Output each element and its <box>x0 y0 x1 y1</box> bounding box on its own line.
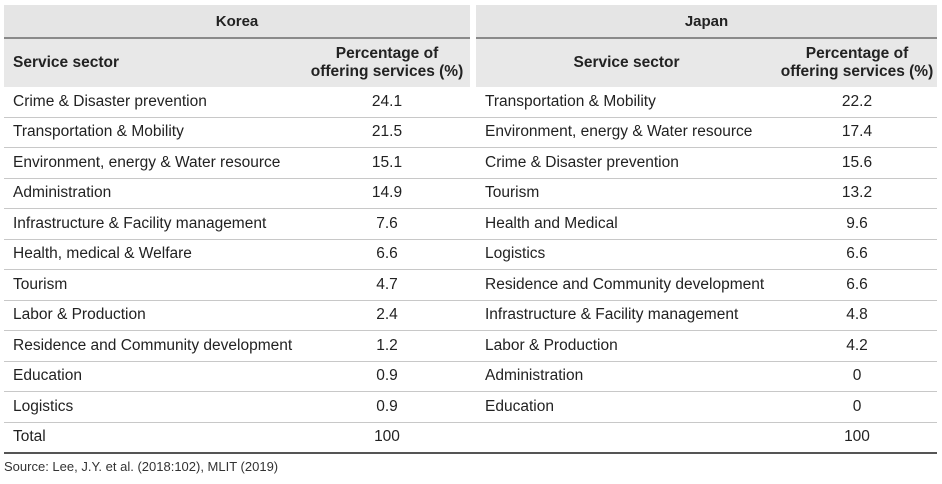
japan-sector-cell: Education <box>485 397 554 415</box>
korea-sector-cell: Administration <box>13 184 112 202</box>
group-header-korea: Korea <box>4 5 470 37</box>
japan-sector-cell: Residence and Community development <box>485 275 765 293</box>
korea-percentage-header: Percentage of offering services (%) <box>304 37 470 87</box>
korea-sector-cell: Residence and Community development <box>13 336 293 354</box>
japan-percentage-cell: 15.6 <box>841 153 873 171</box>
korea-sector-cell: Health, medical & Welfare <box>13 245 192 263</box>
comparison-table: Korea Japan Service sector Percentage of… <box>4 5 937 454</box>
japan-sector-cell: Environment, energy & Water resource <box>485 123 753 141</box>
japan-percentage-cell: 4.8 <box>846 306 868 324</box>
japan-percentage-cell: 9.6 <box>846 214 868 232</box>
korea-sector-cell: Labor & Production <box>13 306 146 324</box>
table-row: Residence and Community development 1.2 La… <box>4 331 937 362</box>
korea-percentage-cell: 4.7 <box>376 275 398 293</box>
table-body: Crime & Disaster prevention 24.1 Transport… <box>4 87 937 454</box>
japan-percentage-cell: 6.6 <box>846 275 868 293</box>
korea-sector-cell: Environment, energy & Water resource <box>13 153 281 171</box>
japan-percentage-header-line2: offering services (%) <box>780 63 934 80</box>
japan-percentage-cell: 100 <box>844 428 870 446</box>
korea-sector-header: Service sector <box>4 37 304 87</box>
korea-sector-cell: Crime & Disaster prevention <box>13 92 207 110</box>
japan-sector-cell: Transportation & Mobility <box>485 92 656 110</box>
japan-sector-cell: Tourism <box>485 184 540 202</box>
korea-sector-cell: Infrastructure & Facility management <box>13 214 267 232</box>
japan-percentage-header-line1: Percentage of <box>805 45 909 62</box>
group-gap <box>470 5 476 37</box>
japan-percentage-cell: 6.6 <box>846 245 868 263</box>
korea-percentage-header-line1: Percentage of <box>335 45 439 62</box>
table-row: Total 100 100 <box>4 423 937 454</box>
korea-sector-cell: Tourism <box>13 275 68 293</box>
korea-sector-cell: Transportation & Mobility <box>13 123 184 141</box>
table-row: Transportation & Mobility 21.5 Environment… <box>4 118 937 148</box>
japan-percentage-cell: 13.2 <box>841 184 873 202</box>
table-row: Education 0.9 Administration 0 <box>4 362 937 392</box>
header-gap <box>470 37 476 87</box>
japan-percentage-header: Percentage of offering services (%) <box>777 37 937 87</box>
korea-percentage-cell: 14.9 <box>371 184 403 202</box>
japan-sector-cell: Infrastructure & Facility management <box>485 306 739 324</box>
japan-percentage-cell: 22.2 <box>841 92 873 110</box>
japan-sector-header: Service sector <box>476 37 777 87</box>
korea-percentage-cell: 2.4 <box>376 306 398 324</box>
japan-sector-cell: Health and Medical <box>485 214 618 232</box>
column-header-row: Service sector Percentage of offering ser… <box>4 37 937 87</box>
japan-sector-cell: Crime & Disaster prevention <box>485 153 679 171</box>
table-row: Logistics 0.9 Education 0 <box>4 392 937 423</box>
korea-sector-cell: Total <box>13 428 46 446</box>
korea-percentage-cell: 7.6 <box>376 214 398 232</box>
korea-percentage-cell: 0.9 <box>376 397 398 415</box>
japan-sector-cell: Administration <box>485 367 584 385</box>
table-row: Infrastructure & Facility management 7.6 H… <box>4 209 937 240</box>
japan-sector-cell: Labor & Production <box>485 336 618 354</box>
table-row: Labor & Production 2.4 Infrastructure & Fa… <box>4 301 937 331</box>
korea-sector-cell: Logistics <box>13 397 74 415</box>
group-header-row: Korea Japan <box>4 5 937 37</box>
japan-percentage-cell: 0 <box>852 397 862 415</box>
table-row: Crime & Disaster prevention 24.1 Transport… <box>4 87 937 118</box>
korea-percentage-cell: 24.1 <box>371 92 403 110</box>
japan-percentage-cell: 17.4 <box>841 123 873 141</box>
japan-sector-cell <box>476 423 777 453</box>
table-row: Health, medical & Welfare 6.6 Logistics 6.6 <box>4 240 937 270</box>
group-header-japan: Japan <box>476 5 937 37</box>
table-row: Tourism 4.7 Residence and Community develo… <box>4 270 937 301</box>
korea-sector-cell: Education <box>13 367 82 385</box>
korea-percentage-cell: 6.6 <box>376 245 398 263</box>
korea-percentage-header-line2: offering services (%) <box>310 63 464 80</box>
table-row: Administration 14.9 Tourism 13.2 <box>4 179 937 209</box>
korea-percentage-cell: 1.2 <box>376 336 398 354</box>
japan-percentage-cell: 4.2 <box>846 336 868 354</box>
japan-percentage-cell: 0 <box>852 367 862 385</box>
japan-sector-cell: Logistics <box>485 245 546 263</box>
table-row: Environment, energy & Water resource 15.1… <box>4 148 937 179</box>
korea-percentage-cell: 15.1 <box>371 153 403 171</box>
source-note: Source: Lee, J.Y. et al. (2018:102), MLI… <box>4 459 279 474</box>
korea-percentage-cell: 100 <box>374 428 400 446</box>
korea-percentage-cell: 0.9 <box>376 367 398 385</box>
korea-percentage-cell: 21.5 <box>371 123 403 141</box>
